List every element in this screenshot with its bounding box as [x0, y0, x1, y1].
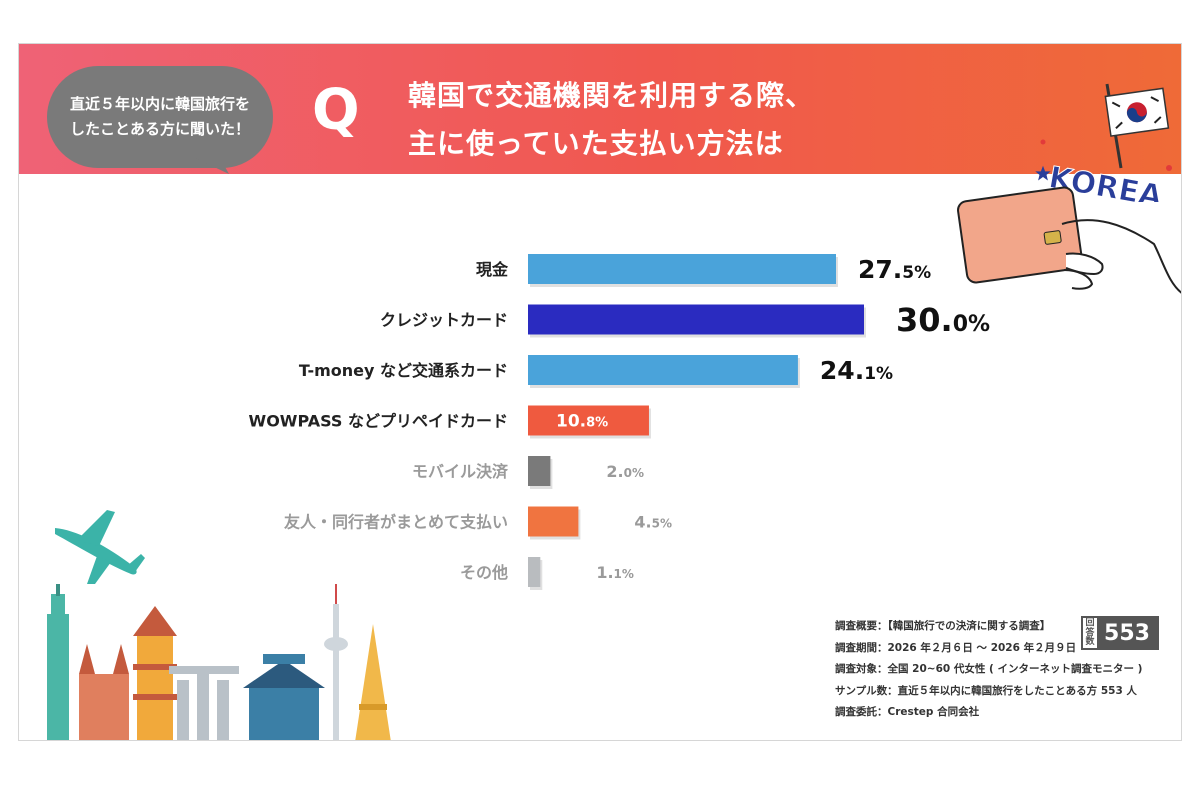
- value-label: 27.5%: [858, 255, 931, 284]
- bar: [528, 254, 836, 284]
- value-decimal: 1%: [614, 567, 634, 581]
- q-letter: Q: [312, 78, 360, 143]
- value-label: 1.1%: [596, 563, 634, 582]
- value-label: 24.1%: [820, 356, 893, 385]
- bar: [528, 557, 541, 587]
- value-decimal: 8%: [586, 416, 608, 431]
- value-integer: 27.: [858, 255, 902, 284]
- bar: [528, 506, 579, 537]
- landmarks-skyline-icon: [47, 584, 391, 740]
- respondent-count-badge: 回答数 553: [1081, 616, 1159, 650]
- survey-commissioned: 調査委託：Crestep 合同会社: [835, 706, 980, 718]
- value-label: 2.0%: [606, 462, 644, 481]
- bubble-tail-icon: [191, 156, 229, 174]
- survey-sample: サンプル数：直近５年以内に韓国旅行をしたことある方 553 人: [835, 684, 1137, 697]
- airplane-icon: [55, 510, 145, 584]
- survey-details: 調査概要：【韓国旅行での決済に関する調査】 調査期間：2026 年２月６日 ～ …: [835, 616, 1142, 724]
- category-label: クレジットカード: [380, 311, 508, 330]
- bubble-line-1: 直近５年以内に韓国旅行を: [69, 95, 250, 113]
- category-label: 現金: [476, 260, 509, 279]
- korea-sticker-icon: KOREA: [1035, 83, 1172, 202]
- value-decimal: 5%: [902, 263, 931, 283]
- question-banner: 直近５年以内に韓国旅行を したことある方に聞いた！ Q 韓国で交通機関を利用する…: [19, 44, 1181, 174]
- bar-chart: 現金 27.5%クレジットカード 30.0%T-money など交通系カード 24.1…: [249, 254, 990, 590]
- bubble-line-2: したことある方に聞いた！: [69, 120, 250, 138]
- question-line-2: 主に使っていた支払い方法は: [408, 127, 784, 160]
- value-label: 10.8%: [556, 412, 608, 432]
- respondent-count-label: 回答数: [1083, 618, 1097, 648]
- value-decimal: 0%: [624, 466, 644, 480]
- survey-period: 調査期間：2026 年２月６日 ～ 2026 年２月９日: [835, 641, 1077, 654]
- bar: [528, 304, 864, 335]
- value-integer: 1.: [596, 563, 613, 582]
- infographic-card: 直近５年以内に韓国旅行を したことある方に聞いた！ Q 韓国で交通機関を利用する…: [18, 43, 1182, 741]
- value-decimal: 0%: [953, 312, 990, 337]
- value-label: 4.5%: [634, 512, 672, 531]
- value-decimal: 1%: [864, 364, 893, 384]
- respondent-count-value: 553: [1097, 618, 1157, 648]
- category-label: 友人・同行者がまとめて支払い: [284, 513, 508, 532]
- card-in-hand-icon: [957, 186, 1181, 294]
- value-integer: 2.: [606, 462, 623, 481]
- value-integer: 24.: [820, 356, 864, 385]
- value-integer: 30.: [896, 301, 953, 339]
- value-decimal: 5%: [652, 516, 672, 530]
- survey-target: 調査対象：全国 20~60 代女性 ( インターネット調査モニター ): [835, 663, 1143, 675]
- category-label: T-money など交通系カード: [299, 361, 508, 380]
- value-label: 30.0%: [896, 301, 990, 339]
- question-line-1: 韓国で交通機関を利用する際、: [408, 79, 815, 112]
- bar: [528, 456, 551, 486]
- category-label: モバイル決済: [412, 462, 509, 481]
- category-label: WOWPASS などプリペイドカード: [249, 412, 508, 431]
- survey-overview: 調査概要：【韓国旅行での決済に関する調査】: [835, 620, 1051, 632]
- category-label: その他: [460, 563, 508, 582]
- bar: [528, 355, 798, 385]
- bar: [528, 405, 649, 436]
- value-integer: 10.: [556, 412, 586, 432]
- value-integer: 4.: [634, 512, 651, 531]
- respondent-bubble: 直近５年以内に韓国旅行を したことある方に聞いた！: [47, 66, 273, 168]
